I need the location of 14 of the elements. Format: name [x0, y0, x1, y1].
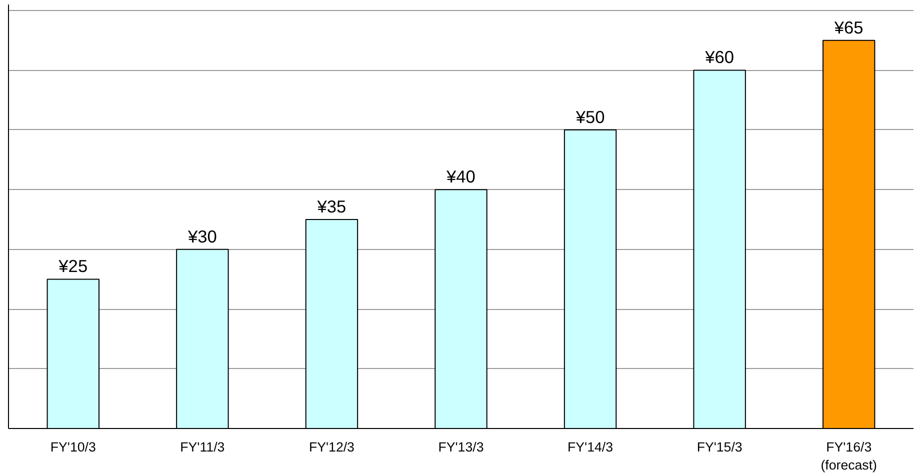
data-label: ¥30 [186, 226, 217, 246]
x-tick-label: FY'15/3 [696, 440, 742, 454]
data-label: ¥25 [58, 256, 88, 276]
x-tick-label: FY'13/3 [438, 440, 484, 454]
x-tick-label: FY'16/3 (forecast) [820, 440, 878, 472]
data-label: ¥35 [316, 196, 346, 216]
data-label: ¥40 [446, 166, 476, 187]
data-label: ¥65 [833, 17, 864, 38]
x-tick-label: FY'14/3 [568, 440, 614, 454]
x-tick-label: FY'11/3 [180, 440, 225, 454]
data-label: ¥50 [574, 106, 605, 127]
data-label: ¥60 [704, 47, 734, 68]
x-tick-label: FY'10/3 [50, 440, 96, 454]
x-tick-label: FY'12/3 [308, 440, 354, 454]
